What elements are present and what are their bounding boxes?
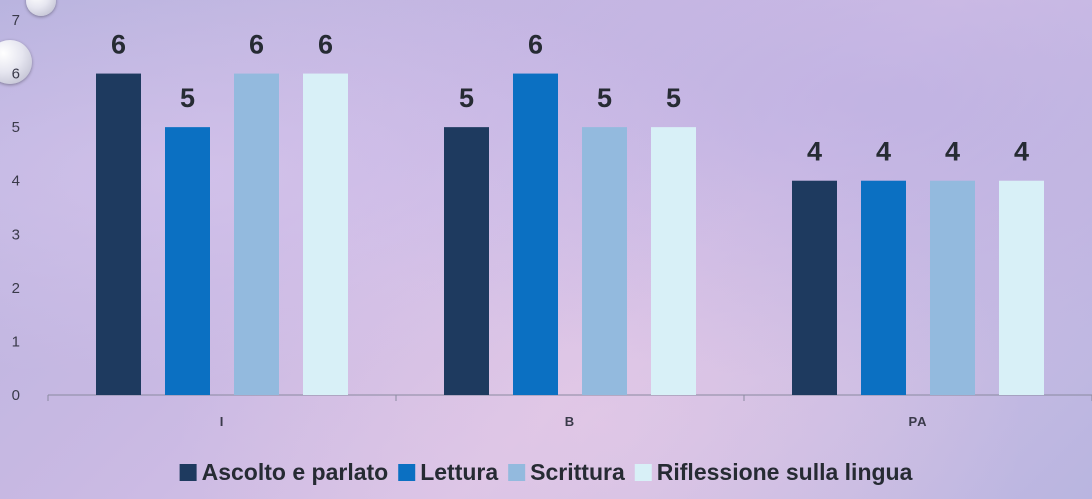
- data-label: 5: [180, 83, 195, 113]
- legend: Ascolto e parlato Lettura Scrittura Rifless…: [179, 459, 913, 485]
- y-tick-label: 4: [12, 173, 20, 190]
- data-label: 4: [876, 137, 891, 167]
- legend-swatch: [634, 464, 652, 481]
- bar: [513, 73, 558, 396]
- data-label: 6: [318, 30, 333, 60]
- x-tick-label: I: [220, 414, 225, 429]
- bar: [234, 73, 279, 396]
- data-labels: 6 5 6 6 5 6 5 5 4 4 4 4: [111, 30, 1029, 167]
- bars: [96, 73, 1044, 396]
- data-label: 6: [111, 30, 126, 60]
- y-tick-label: 5: [12, 119, 20, 136]
- data-label: 4: [945, 137, 960, 167]
- y-tick-label: 6: [12, 66, 20, 83]
- legend-item: Lettura: [398, 459, 498, 485]
- legend-label: Lettura: [420, 459, 498, 485]
- x-tick-label: PA: [908, 414, 927, 429]
- legend-swatch: [398, 464, 416, 481]
- bar: [96, 73, 141, 396]
- legend-item: Scrittura: [508, 459, 625, 485]
- legend-swatch: [179, 464, 197, 481]
- x-tick-label: B: [565, 414, 575, 429]
- bar: [303, 73, 348, 396]
- data-label: 4: [1014, 137, 1029, 167]
- bar: [861, 180, 906, 395]
- bar: [792, 180, 837, 395]
- y-axis: 0 1 2 3 4 5 6 7: [12, 12, 20, 404]
- legend-label: Riflessione sulla lingua: [657, 459, 913, 485]
- data-label: 5: [666, 83, 681, 113]
- legend-swatch: [508, 464, 526, 481]
- data-label: 6: [249, 30, 264, 60]
- x-axis: I B PA: [47, 394, 1092, 429]
- bar: [930, 180, 975, 395]
- bar: [999, 180, 1044, 395]
- legend-label: Ascolto e parlato: [202, 459, 389, 485]
- bar: [651, 127, 696, 396]
- data-label: 5: [459, 83, 474, 113]
- y-tick-label: 7: [12, 12, 20, 29]
- bar: [165, 127, 210, 396]
- legend-item: Riflessione sulla lingua: [634, 459, 913, 485]
- y-tick-label: 1: [12, 333, 20, 350]
- data-label: 6: [528, 30, 543, 60]
- legend-item: Ascolto e parlato: [179, 459, 389, 485]
- bar: [444, 127, 489, 396]
- y-tick-label: 0: [12, 387, 20, 404]
- data-label: 4: [807, 137, 822, 167]
- decorative-bubble-top: [26, 0, 56, 16]
- data-label: 5: [597, 83, 612, 113]
- legend-label: Scrittura: [530, 459, 625, 485]
- y-tick-label: 2: [12, 280, 20, 297]
- y-tick-label: 3: [12, 226, 20, 243]
- bar: [582, 127, 627, 396]
